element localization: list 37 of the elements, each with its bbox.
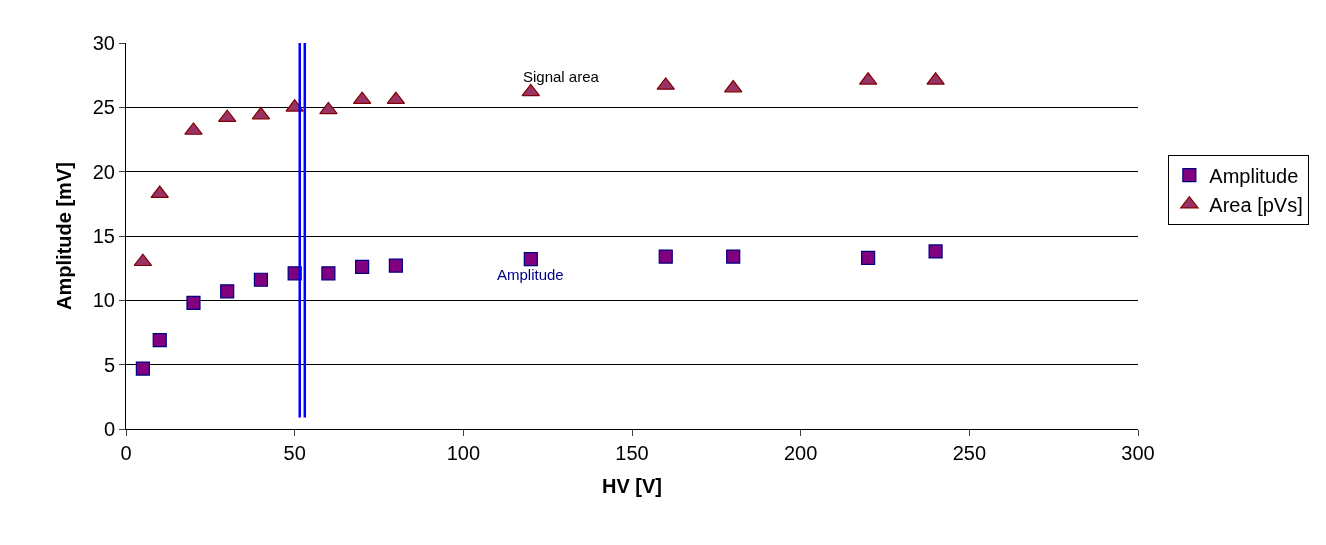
point — [321, 266, 336, 281]
legend-label: Amplitude — [1209, 164, 1299, 187]
point — [523, 252, 538, 267]
y-axis-title: Amplitude [mV] — [53, 162, 76, 310]
annotation: Amplitude — [497, 266, 564, 283]
y-tick-label: 20 — [92, 160, 115, 183]
y-tick-label: 5 — [103, 353, 115, 376]
x-tick-label: 200 — [783, 442, 818, 464]
x-tick-label: 0 — [120, 442, 132, 464]
point — [388, 258, 403, 273]
y-tick-label: 10 — [92, 289, 115, 312]
point — [928, 244, 943, 259]
point — [152, 333, 167, 348]
point — [186, 295, 201, 311]
x-tick-label: 250 — [952, 442, 987, 464]
x-tick-label: 50 — [283, 442, 306, 464]
x-tick-label: 150 — [615, 442, 649, 464]
x-tick-label: 100 — [446, 442, 481, 464]
point — [726, 249, 741, 264]
point — [251, 106, 271, 120]
y-tick-label: 0 — [103, 418, 115, 440]
annotation: Signal area — [523, 68, 600, 85]
point — [355, 259, 370, 274]
x-tick-label: 300 — [1121, 442, 1155, 464]
point — [135, 361, 150, 376]
y-tick-label: 15 — [92, 225, 115, 247]
point — [253, 272, 269, 287]
point — [861, 250, 876, 265]
legend-label: Area [pVs] — [1209, 193, 1303, 216]
point — [319, 101, 338, 115]
point — [220, 284, 235, 299]
y-tick-label: 30 — [92, 32, 115, 54]
point — [723, 79, 743, 93]
point — [133, 253, 153, 267]
point — [658, 249, 673, 264]
x-axis-title: HV [V] — [602, 474, 662, 497]
y-tick-label: 25 — [92, 96, 115, 119]
